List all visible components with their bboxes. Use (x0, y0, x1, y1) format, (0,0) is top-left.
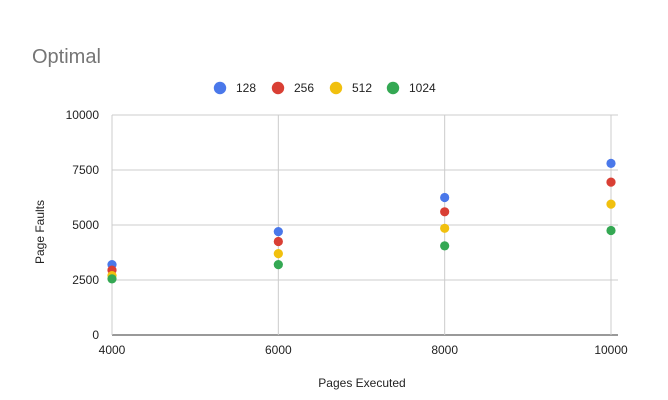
data-points (107, 158, 616, 284)
x-gridlines (111, 115, 612, 335)
data-point (273, 260, 283, 270)
data-point (606, 158, 616, 168)
data-point (273, 236, 283, 247)
y-gridlines (112, 114, 618, 336)
y-tick-label: 7500 (72, 163, 99, 177)
data-point (606, 199, 616, 209)
legend-label: 1024 (409, 81, 436, 95)
legend-label: 128 (236, 81, 256, 95)
data-point (606, 177, 616, 187)
data-point (273, 249, 283, 259)
data-point (440, 207, 450, 217)
legend-marker (329, 81, 343, 95)
y-axis-tick-labels: 0 2500 5000 7500 10000 (66, 108, 100, 342)
x-axis-tick-labels: 4000 6000 8000 10000 (99, 343, 628, 357)
data-point (273, 227, 283, 237)
x-tick-label: 8000 (431, 343, 458, 357)
series-1024 (107, 225, 616, 284)
y-tick-label: 10000 (66, 108, 100, 122)
data-point (107, 274, 117, 284)
data-point (440, 192, 450, 203)
series-512 (107, 199, 616, 281)
legend-item-1024: 1024 (386, 81, 436, 95)
data-point (606, 225, 616, 236)
data-point (440, 241, 450, 251)
x-tick-label: 6000 (265, 343, 292, 357)
series-256 (107, 177, 616, 275)
legend-label: 256 (294, 81, 314, 95)
x-tick-label: 4000 (99, 343, 126, 357)
y-tick-label: 2500 (72, 273, 99, 287)
legend: 128 256 512 1024 (213, 81, 436, 95)
x-tick-label: 10000 (594, 343, 628, 357)
y-tick-label: 5000 (72, 218, 99, 232)
legend-item-256: 256 (271, 81, 314, 95)
legend-marker (271, 81, 285, 95)
legend-marker (213, 81, 227, 95)
chart-title: Optimal (32, 46, 101, 68)
x-axis-title: Pages Executed (318, 376, 405, 390)
legend-label: 512 (352, 81, 372, 95)
series-128 (107, 158, 616, 270)
y-tick-label: 0 (92, 328, 99, 342)
y-axis-title: Page Faults (33, 200, 47, 264)
legend-item-128: 128 (213, 81, 256, 95)
legend-item-512: 512 (329, 81, 372, 95)
legend-marker (386, 81, 400, 95)
data-point (440, 223, 450, 233)
